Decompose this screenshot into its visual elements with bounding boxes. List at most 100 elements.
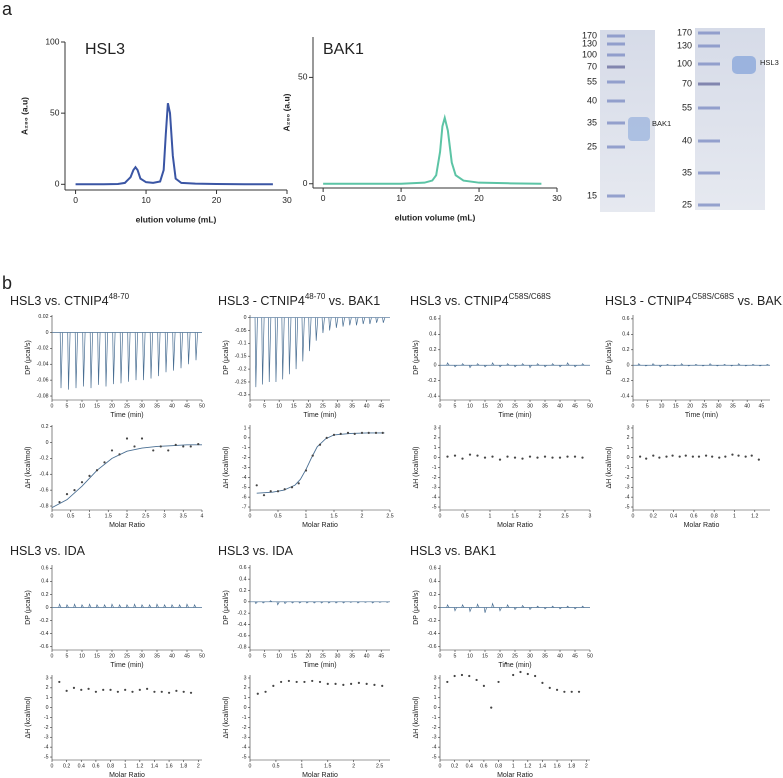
x-tick-label: 25 xyxy=(320,654,326,660)
x-tick-label: 1 xyxy=(88,514,91,520)
elution-line xyxy=(323,113,542,185)
x-tick-label: 0 xyxy=(51,764,54,770)
y-tick-label: -4 xyxy=(625,495,630,501)
x-axis-label: Molar Ratio xyxy=(497,522,533,529)
y-tick-label: -1 xyxy=(432,715,437,721)
injection-peak xyxy=(730,364,734,367)
x-tick-label: 0 xyxy=(632,404,635,410)
injection-peak xyxy=(581,363,585,366)
marker-label: 100 xyxy=(677,58,692,68)
x-tick-label: 2.5 xyxy=(561,514,568,520)
chart-title: HSL3 vs. BAK1 xyxy=(410,544,496,558)
injection-peak xyxy=(321,317,325,334)
injection-peak xyxy=(694,364,698,366)
y-tick-label: -0.1 xyxy=(238,341,247,347)
y-tick-label: 0.2 xyxy=(429,347,436,353)
marker-label: 55 xyxy=(682,102,692,112)
x-tick-label: 35 xyxy=(349,654,355,660)
y-axis-label: DP (μcal/s) xyxy=(25,590,32,625)
data-point xyxy=(152,449,155,452)
marker-label: 55 xyxy=(587,76,597,86)
injection-peak xyxy=(362,317,366,325)
x-tick-label: 20 xyxy=(305,654,311,660)
x-tick-label: 15 xyxy=(94,404,100,410)
marker-band xyxy=(698,106,720,110)
data-point xyxy=(526,672,529,676)
x-tick-label: 30 xyxy=(139,404,145,410)
y-tick-label: 0 xyxy=(244,705,247,711)
x-tick-label: 1 xyxy=(512,764,515,770)
injection-peak xyxy=(737,363,741,366)
injection-peak xyxy=(543,607,547,610)
x-tick-label: 40 xyxy=(557,404,563,410)
data-point xyxy=(262,494,266,497)
injection-peak xyxy=(701,364,705,367)
y-tick-label: 0.6 xyxy=(41,566,48,572)
data-point xyxy=(175,689,178,692)
y-tick-label: 1 xyxy=(46,695,49,701)
x-tick-label: 25 xyxy=(701,404,707,410)
data-point xyxy=(483,456,487,459)
y-tick-label: -1 xyxy=(242,445,247,451)
injection-peak xyxy=(644,364,648,367)
injection-peak xyxy=(291,601,295,604)
injection-peak xyxy=(528,365,532,369)
data-point xyxy=(167,449,170,452)
x-tick-label: 10 xyxy=(276,654,282,660)
y-tick-label: -0.6 xyxy=(238,633,247,639)
x-tick-label: 25 xyxy=(320,404,326,410)
injection-peak xyxy=(521,604,525,608)
x-tick-label: 0 xyxy=(249,514,252,520)
marker-label: 170 xyxy=(677,27,692,37)
y-tick-label: -0.15 xyxy=(235,354,247,360)
y-tick-label: 2 xyxy=(434,435,437,441)
injection-peak xyxy=(80,604,84,608)
x-tick-label: 40 xyxy=(557,654,563,660)
data-point xyxy=(342,683,345,686)
x-tick-label: 0 xyxy=(249,764,252,770)
data-point xyxy=(167,691,171,694)
injection-peak xyxy=(308,317,312,352)
gel xyxy=(695,28,765,210)
x-tick-label: 30 xyxy=(282,195,292,205)
injection-peak xyxy=(446,604,450,608)
chart-title: HSL3 vs. IDA xyxy=(218,544,294,558)
injection-peak xyxy=(453,364,457,368)
y-tick-label: -1 xyxy=(44,715,49,721)
y-tick-label: 0.4 xyxy=(622,332,629,338)
data-point xyxy=(446,455,449,458)
y-tick-label: -0.06 xyxy=(37,378,49,384)
injection-peak xyxy=(334,601,338,604)
injection-peak xyxy=(301,317,305,362)
y-tick-label: -5 xyxy=(242,754,247,760)
x-tick-label: 50 xyxy=(199,404,205,410)
data-point xyxy=(381,684,384,687)
data-point xyxy=(558,456,562,459)
x-tick-label: 1.8 xyxy=(568,764,575,770)
x-tick-label: 10 xyxy=(141,195,151,205)
injection-peak xyxy=(254,317,258,388)
data-point xyxy=(446,680,449,684)
x-tick-label: 0.4 xyxy=(78,764,85,770)
y-tick-label: 0 xyxy=(55,179,60,189)
y-tick-label: -2 xyxy=(242,725,247,731)
x-tick-label: 1.2 xyxy=(524,764,531,770)
injection-peak xyxy=(461,604,465,608)
data-point xyxy=(80,688,83,691)
injection-peak xyxy=(103,604,107,608)
data-point xyxy=(73,489,76,492)
y-tick-label: -7 xyxy=(242,504,247,510)
y-tick-label: 0.4 xyxy=(429,579,436,585)
x-tick-label: 45 xyxy=(572,404,578,410)
injection-peak xyxy=(491,602,495,608)
x-tick-label: 0 xyxy=(249,654,252,660)
x-tick-label: 15 xyxy=(673,404,679,410)
y-tick-label: 0.2 xyxy=(41,592,48,598)
injection-peak xyxy=(288,317,292,375)
injection-peak xyxy=(708,363,712,366)
y-tick-label: -5 xyxy=(44,754,49,760)
data-point xyxy=(534,674,537,678)
chart-title: BAK1 xyxy=(323,41,364,58)
x-tick-label: 0.5 xyxy=(274,514,281,520)
